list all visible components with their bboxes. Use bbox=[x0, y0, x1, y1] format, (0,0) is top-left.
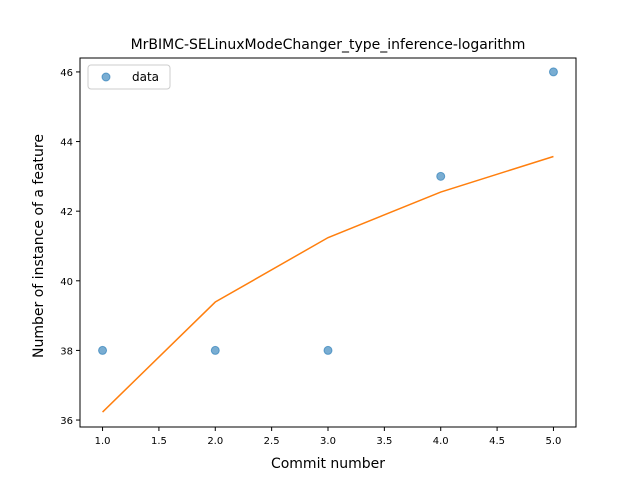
x-tick-label: 1.0 bbox=[95, 436, 111, 447]
y-tick-label: 40 bbox=[60, 277, 73, 288]
legend: data bbox=[87, 64, 171, 90]
data-point bbox=[210, 345, 220, 355]
x-tick-label: 5.0 bbox=[546, 436, 562, 447]
x-tick-label: 3.0 bbox=[320, 436, 336, 447]
x-axis-label: Commit number bbox=[271, 456, 385, 472]
data-point bbox=[98, 345, 108, 355]
legend-label: data bbox=[132, 70, 159, 84]
y-tick-label: 46 bbox=[60, 68, 73, 79]
data-point bbox=[436, 171, 446, 181]
legend-box bbox=[87, 64, 171, 90]
legend-marker bbox=[101, 72, 111, 82]
y-tick-label: 42 bbox=[60, 207, 73, 218]
y-tick-label: 44 bbox=[60, 138, 73, 149]
x-tick-label: 4.5 bbox=[489, 436, 505, 447]
y-tick-label: 38 bbox=[60, 346, 73, 357]
plot-frame bbox=[79, 57, 577, 428]
data-point bbox=[323, 345, 333, 355]
x-tick-label: 2.0 bbox=[207, 436, 223, 447]
x-tick-label: 1.5 bbox=[151, 436, 167, 447]
x-tick-label: 4.0 bbox=[433, 436, 449, 447]
data-point bbox=[548, 67, 558, 77]
y-tick-label: 36 bbox=[60, 416, 73, 427]
x-tick-label: 3.5 bbox=[376, 436, 392, 447]
chart-title: MrBIMC-SELinuxModeChanger_type_inference… bbox=[131, 37, 526, 53]
y-axis-label: Number of instance of a feature bbox=[31, 134, 47, 358]
plot-area: 1.0 1.5 2.0 2.5 3.0 3.5 4.0 4.5 5.0 36 38 40 42 44 46 bbox=[60, 57, 577, 447]
fit-line bbox=[102, 155, 554, 413]
x-tick-label: 2.5 bbox=[264, 436, 280, 447]
